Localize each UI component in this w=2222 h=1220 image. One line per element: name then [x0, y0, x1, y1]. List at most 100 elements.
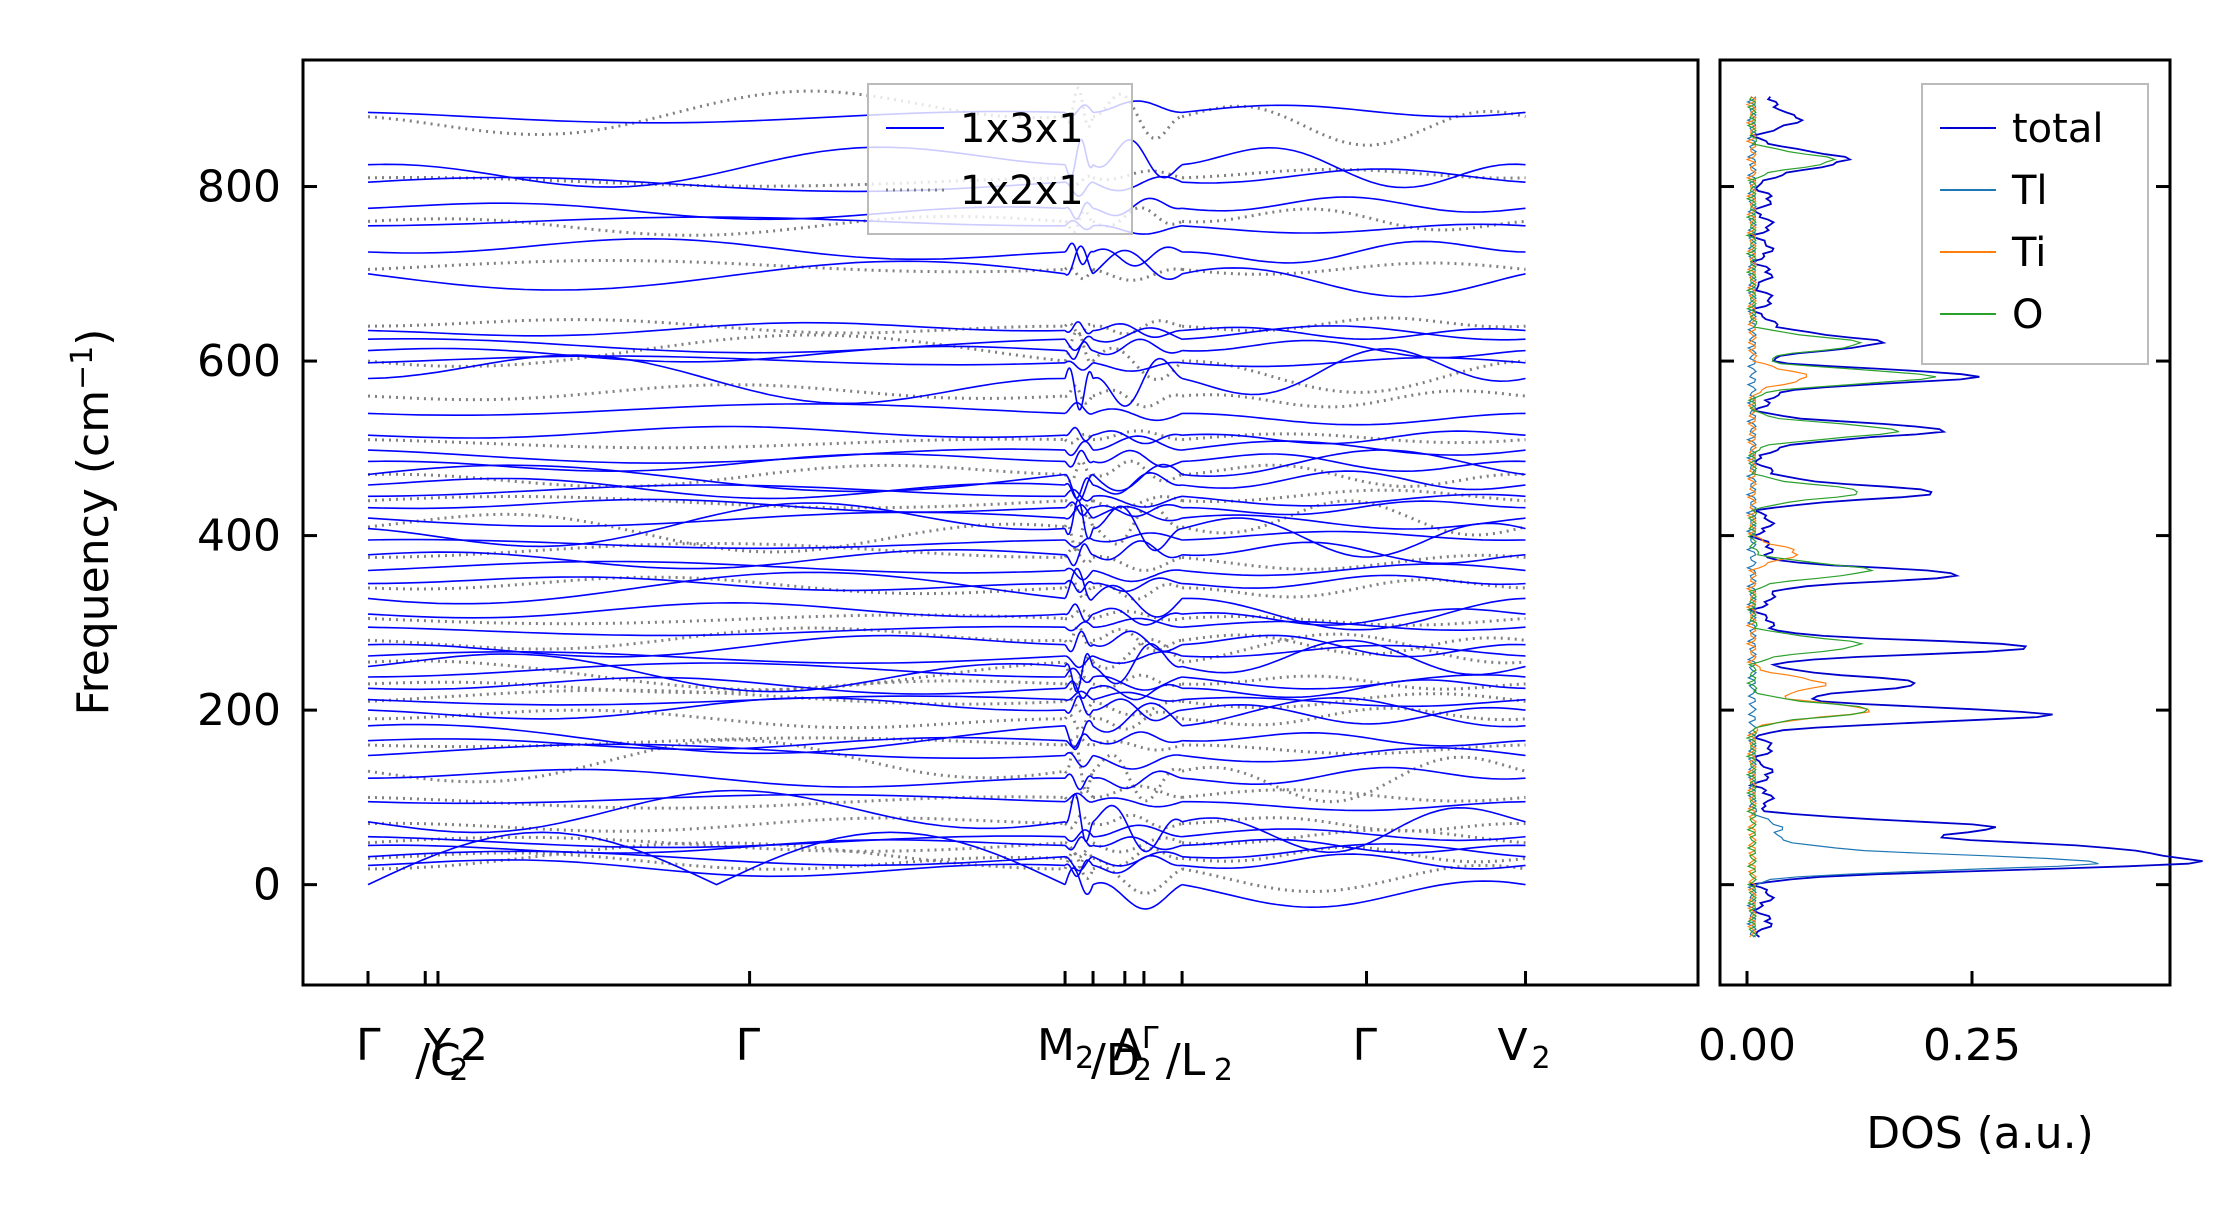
band-x-tick-label: /C [415, 1035, 461, 1086]
band-line-1x3x1 [1182, 679, 1526, 699]
band-line-1x3x1 [1064, 603, 1094, 623]
band-line-1x3x1 [1064, 655, 1094, 669]
band-line-1x3x1 [367, 511, 1066, 527]
band-line-1x2x1 [1092, 554, 1183, 573]
band-y-tick-label: 600 [197, 336, 281, 387]
band-line-1x3x1 [1182, 853, 1526, 870]
band-line-1x3x1 [1092, 675, 1183, 691]
dos-ticks: 0.00 0.25 [1698, 971, 2021, 1071]
band-line-1x2x1 [1182, 816, 1526, 833]
band-line-1x3x1 [1064, 321, 1094, 335]
band-line-1x2x1 [1092, 710, 1183, 731]
band-line-1x2x1 [367, 626, 1066, 651]
band-line-1x3x1 [1182, 696, 1526, 708]
band-line-1x2x1 [1092, 459, 1183, 483]
band-x-tick-label: V [1498, 1020, 1528, 1071]
band-line-1x3x1 [1182, 608, 1526, 626]
y-axis-label: Frequency (cm−1) [65, 329, 119, 716]
band-line-1x3x1 [1182, 731, 1526, 747]
band-line-1x3x1 [367, 653, 1066, 693]
band-line-1x3x1 [1093, 617, 1183, 628]
band-y-tick-label: 0 [253, 860, 281, 911]
band-line-1x2x1 [367, 318, 1066, 335]
band-line-1x2x1 [1182, 488, 1526, 503]
band-line-1x2x1 [1092, 865, 1183, 895]
band-line-1x3x1 [1092, 797, 1183, 808]
band-line-1x3x1 [1181, 880, 1526, 909]
band-x-tick-label: Γ [736, 1020, 761, 1071]
band-line-1x3x1 [1182, 541, 1526, 565]
band-line-1x3x1 [1092, 754, 1183, 770]
band-line-1x2x1 [1181, 389, 1526, 409]
band-line-1x3x1 [367, 237, 1066, 260]
band-line-1x3x1 [1064, 440, 1094, 457]
band-line-1x3x1 [1064, 867, 1094, 896]
band-line-1x2x1 [1091, 346, 1184, 382]
band-x-tick-label: /D [1091, 1035, 1140, 1086]
band-line-1x3x1 [1182, 493, 1526, 507]
band-line-1x3x1 [1092, 607, 1183, 626]
band-line-1x2x1 [1182, 674, 1526, 691]
band-line-1x3x1 [1064, 667, 1094, 684]
band-line-1x3x1 [367, 723, 1066, 755]
band-line-1x3x1 [367, 676, 1066, 695]
band-line-1x3x1 [1182, 514, 1526, 530]
band-line-1x2x1 [367, 463, 1066, 489]
band-line-1x2x1 [1063, 329, 1095, 365]
dos-legend-label: Tl [2011, 168, 2048, 214]
band-line-1x3x1 [367, 484, 1066, 498]
band-line-1x2x1 [1092, 813, 1183, 830]
band-line-1x2x1 [1092, 388, 1183, 409]
band-line-1x3x1 [1182, 843, 1526, 859]
band-line-1x3x1 [1092, 494, 1183, 508]
band-line-1x2x1 [367, 659, 1066, 692]
band-line-1x3x1 [1181, 806, 1526, 854]
band-line-1x3x1 [1182, 356, 1526, 368]
band-line-1x3x1 [1064, 751, 1094, 768]
band-line-1x2x1 [1092, 627, 1183, 653]
band-plot-frame [301, 58, 1700, 987]
band-line-1x3x1 [1181, 146, 1526, 189]
band-line-1x2x1 [1182, 828, 1526, 846]
band-line-1x3x1 [1064, 621, 1094, 632]
band-line-1x3x1 [367, 403, 1066, 416]
band-line-1x2x1 [1092, 637, 1184, 670]
band-line-1x2x1 [367, 688, 1066, 706]
band-line-1x3x1 [1182, 470, 1526, 491]
band-line-1x3x1 [367, 601, 1066, 619]
band-line-1x2x1 [1092, 836, 1183, 854]
band-line-1x3x1 [367, 345, 1066, 363]
band-line-1x2x1 [1182, 463, 1526, 489]
band-line-1x3x1 [1064, 477, 1094, 499]
band-line-1x3x1 [1064, 245, 1094, 276]
band-line-1x2x1 [367, 495, 1066, 510]
band-line-1x3x1 [367, 502, 1066, 548]
band-line-1x3x1 [367, 697, 1066, 720]
band-line-1x3x1 [367, 625, 1066, 637]
band-line-1x2x1 [1064, 813, 1094, 830]
band-line-1x3x1 [367, 538, 1066, 550]
band-x-tick-label: Γ [356, 1020, 381, 1071]
band-line-1x3x1 [1064, 652, 1094, 693]
band-line-1x2x1 [1181, 104, 1526, 147]
band-line-1x2x1 [1092, 753, 1183, 803]
band-line-1x3x1 [1092, 430, 1183, 445]
band-line-1x3x1 [1092, 471, 1183, 495]
dos-line-O [1745, 96, 1937, 938]
band-line-1x2x1 [1092, 267, 1183, 282]
band-line-1x2x1 [1063, 697, 1095, 715]
band-line-1x3x1 [1092, 504, 1183, 518]
band-line-1x3x1 [1092, 836, 1183, 851]
dos-x-tick-label: 0.00 [1698, 1020, 1796, 1071]
dos-legend-label: total [2012, 106, 2103, 152]
band-line-1x3x1 [367, 571, 1066, 605]
band-line-1x3x1 [1182, 430, 1526, 445]
band-x-tick-label: 2 [449, 1053, 468, 1088]
band-line-1x3x1 [1182, 800, 1526, 812]
band-line-1x3x1 [1064, 733, 1094, 749]
band-line-1x3x1 [1064, 793, 1094, 843]
band-line-1x3x1 [1181, 347, 1526, 396]
band-line-1x3x1 [367, 835, 1066, 849]
band-line-1x3x1 [1064, 695, 1094, 716]
